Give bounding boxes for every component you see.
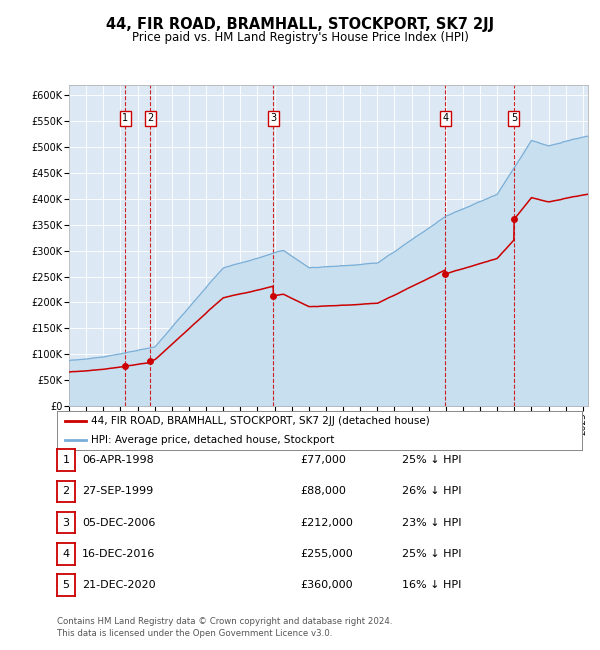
Text: 44, FIR ROAD, BRAMHALL, STOCKPORT, SK7 2JJ (detached house): 44, FIR ROAD, BRAMHALL, STOCKPORT, SK7 2… <box>91 417 430 426</box>
Text: £88,000: £88,000 <box>300 486 346 497</box>
Text: 2: 2 <box>62 486 70 497</box>
Text: 1: 1 <box>62 455 70 465</box>
Text: 16% ↓ HPI: 16% ↓ HPI <box>402 580 461 590</box>
Text: 16-DEC-2016: 16-DEC-2016 <box>82 549 155 559</box>
Text: 23% ↓ HPI: 23% ↓ HPI <box>402 517 461 528</box>
Text: 4: 4 <box>62 549 70 559</box>
Text: 25% ↓ HPI: 25% ↓ HPI <box>402 549 461 559</box>
Text: 5: 5 <box>62 580 70 590</box>
Text: £255,000: £255,000 <box>300 549 353 559</box>
Text: 3: 3 <box>62 517 70 528</box>
Text: HPI: Average price, detached house, Stockport: HPI: Average price, detached house, Stoc… <box>91 435 335 445</box>
Text: 25% ↓ HPI: 25% ↓ HPI <box>402 455 461 465</box>
Text: 05-DEC-2006: 05-DEC-2006 <box>82 517 155 528</box>
Text: 5: 5 <box>511 113 517 124</box>
Text: 26% ↓ HPI: 26% ↓ HPI <box>402 486 461 497</box>
Text: Contains HM Land Registry data © Crown copyright and database right 2024.
This d: Contains HM Land Registry data © Crown c… <box>57 618 392 638</box>
Text: 21-DEC-2020: 21-DEC-2020 <box>82 580 156 590</box>
Text: £212,000: £212,000 <box>300 517 353 528</box>
Text: 4: 4 <box>442 113 448 124</box>
Text: 44, FIR ROAD, BRAMHALL, STOCKPORT, SK7 2JJ: 44, FIR ROAD, BRAMHALL, STOCKPORT, SK7 2… <box>106 16 494 32</box>
Text: 3: 3 <box>270 113 276 124</box>
Text: 2: 2 <box>147 113 154 124</box>
Text: £77,000: £77,000 <box>300 455 346 465</box>
Text: 06-APR-1998: 06-APR-1998 <box>82 455 154 465</box>
Text: 1: 1 <box>122 113 128 124</box>
Text: Price paid vs. HM Land Registry's House Price Index (HPI): Price paid vs. HM Land Registry's House … <box>131 31 469 44</box>
Text: £360,000: £360,000 <box>300 580 353 590</box>
Text: 27-SEP-1999: 27-SEP-1999 <box>82 486 154 497</box>
